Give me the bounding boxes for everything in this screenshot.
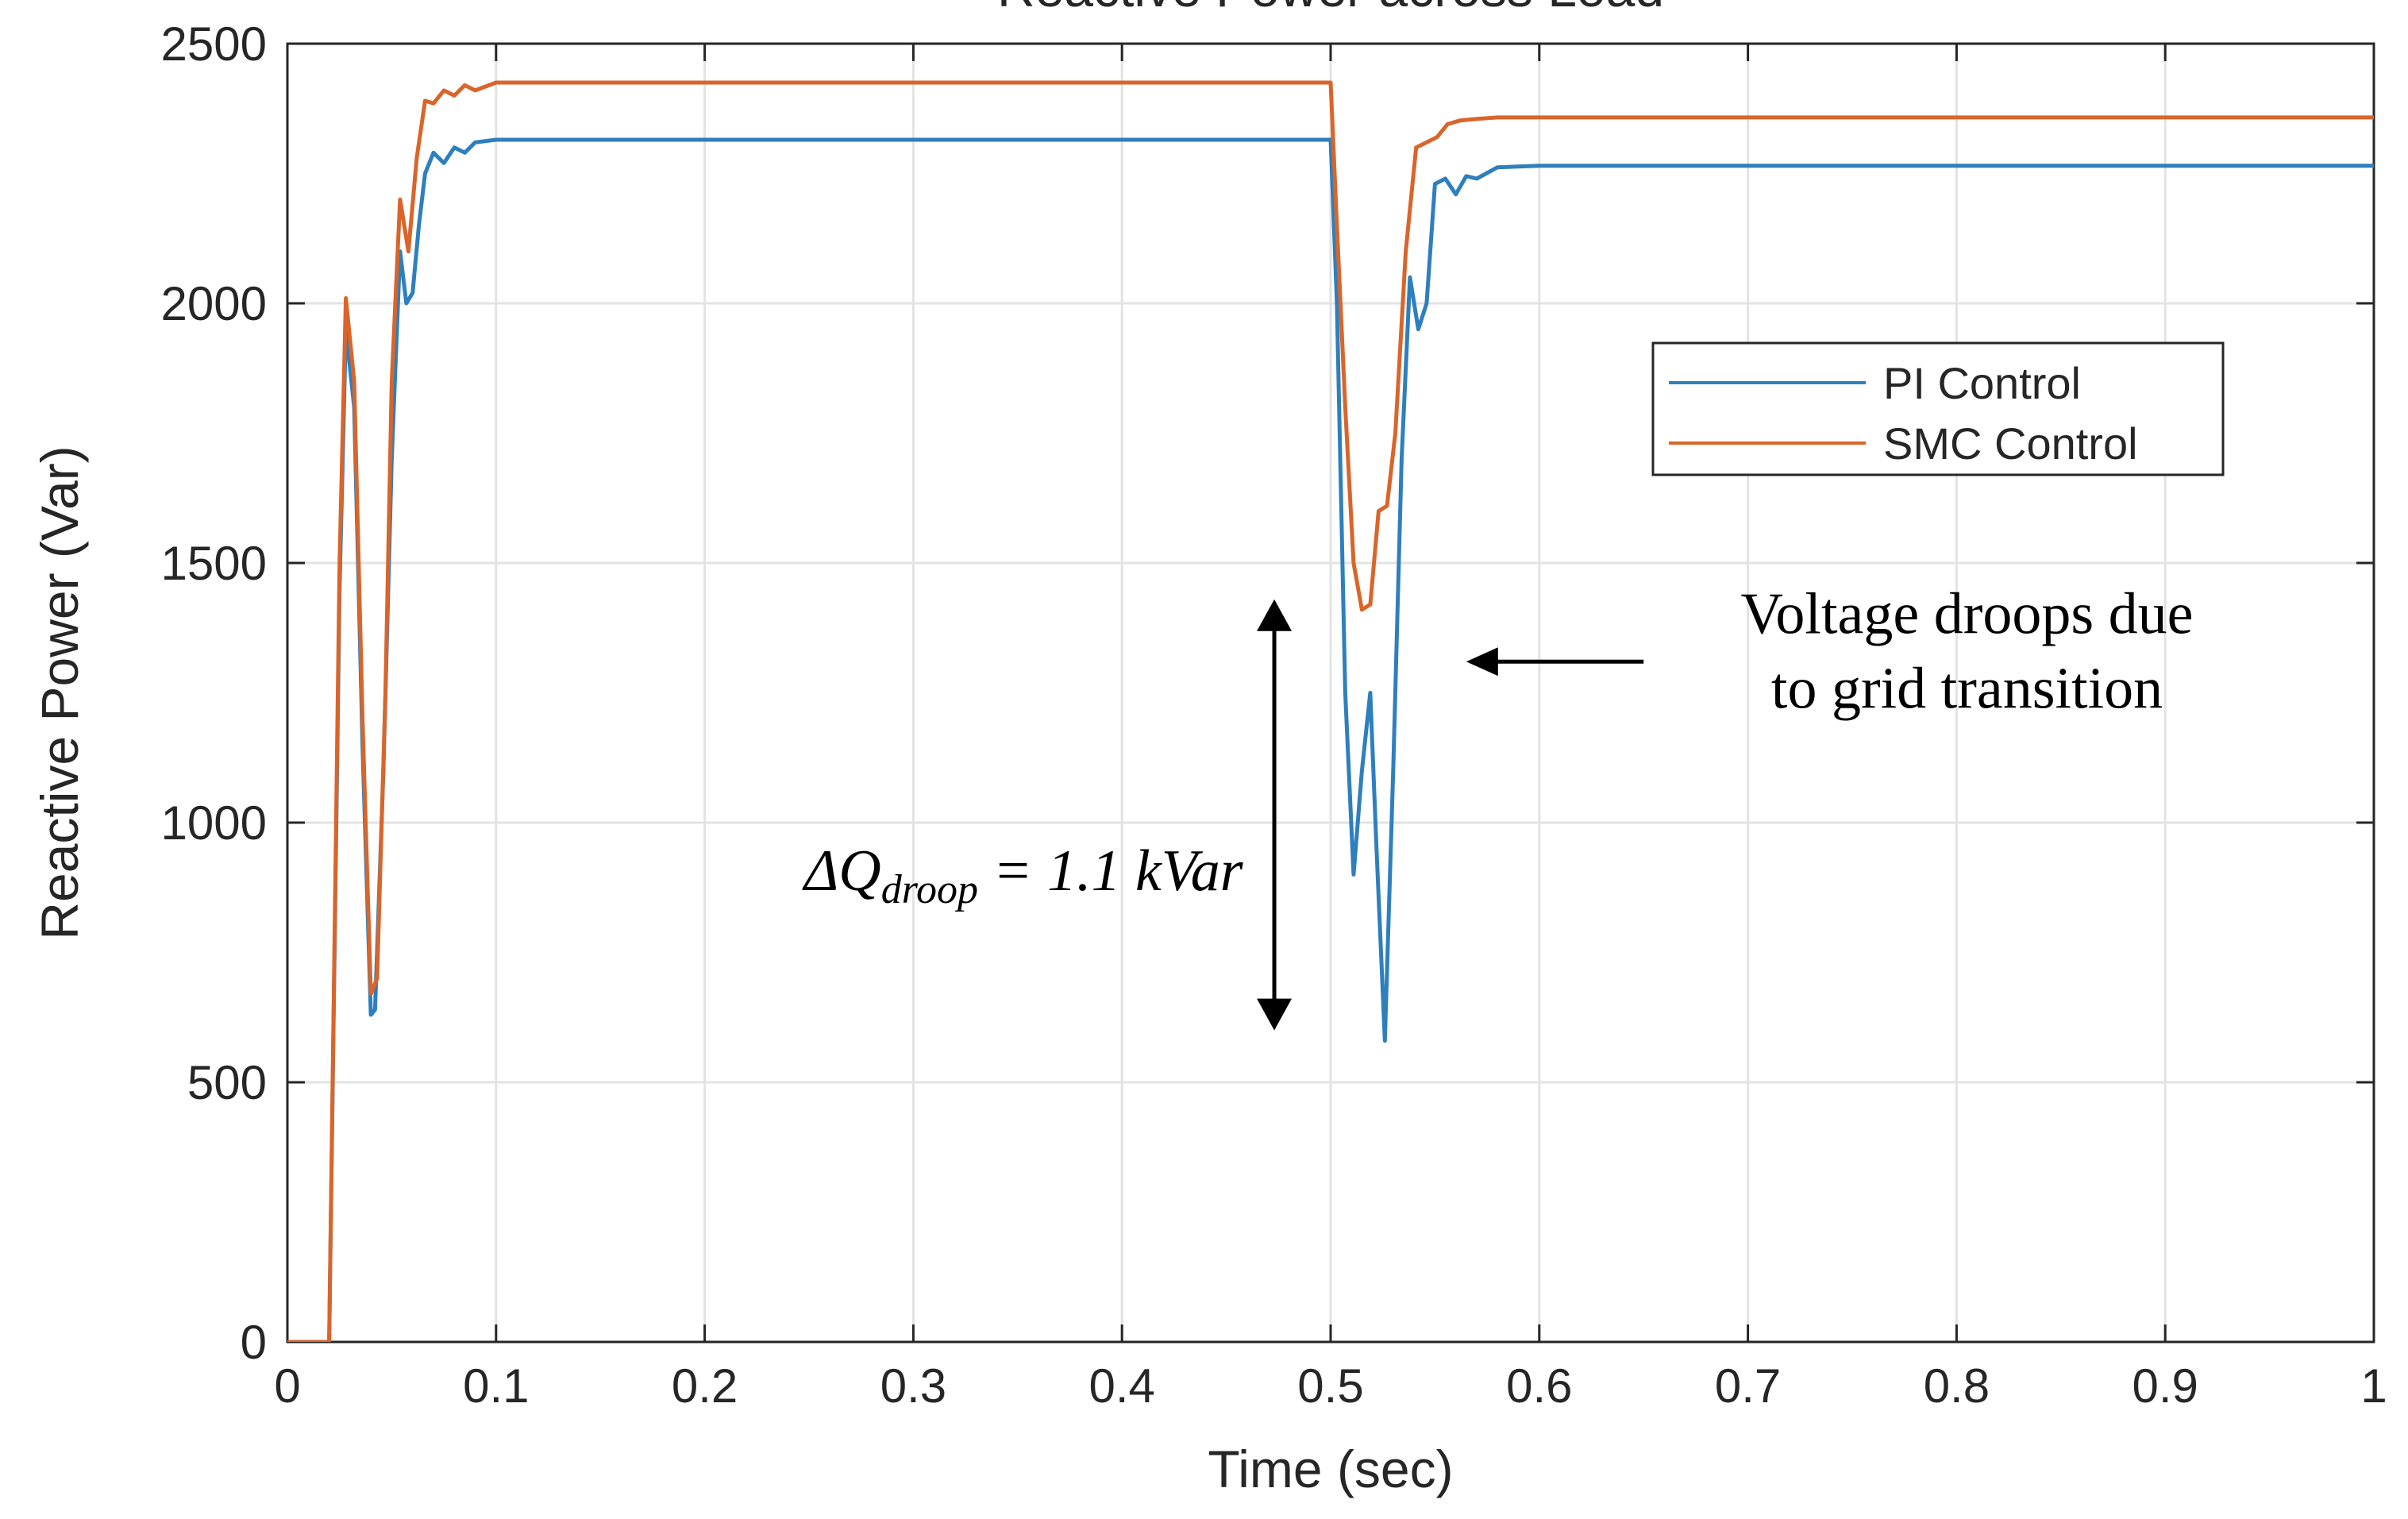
y-axis-label: Reactive Power (Var) <box>30 445 89 939</box>
x-tick-label-2: 0.2 <box>672 1359 738 1413</box>
x-tick-label-8: 0.8 <box>1924 1359 1990 1413</box>
y-tick-label-5: 2500 <box>161 17 267 71</box>
x-tick-label-1: 0.1 <box>463 1359 529 1413</box>
y-tick-label-4: 2000 <box>161 277 267 330</box>
legend-label-pi-control: PI Control <box>1883 358 2081 408</box>
voltage-droop-annotation: Voltage droops due to grid transition <box>1466 581 2194 721</box>
legend-label-smc-control: SMC Control <box>1883 418 2138 468</box>
y-tick-label-2: 1000 <box>161 796 267 850</box>
droop-delta-annotation: ΔQdroop = 1.1 kVar <box>802 599 1293 1031</box>
x-tick-label-4: 0.4 <box>1088 1359 1154 1413</box>
series-layer <box>287 80 2374 1342</box>
arrow-down-icon <box>1257 998 1293 1031</box>
x-tick-label-5: 0.5 <box>1297 1359 1363 1413</box>
x-tick-label-6: 0.6 <box>1506 1359 1572 1413</box>
y-tick-label-1: 500 <box>187 1056 267 1109</box>
x-tick-label-7: 0.7 <box>1715 1359 1781 1413</box>
x-tick-labels: 0 0.1 0.2 0.3 0.4 0.5 0.6 0.7 0.8 0.9 1 <box>274 1359 2387 1413</box>
x-tick-label-3: 0.3 <box>880 1359 946 1413</box>
series-line-smc <box>287 80 2374 1342</box>
x-axis-label: Time (sec) <box>1208 1440 1453 1498</box>
arrow-up-icon <box>1257 599 1293 631</box>
x-tick-label-9: 0.9 <box>2132 1359 2198 1413</box>
tick-marks <box>286 42 2375 1344</box>
note-text-line-1: Voltage droops due <box>1741 581 2194 646</box>
legend: PI Control SMC Control <box>1651 341 2225 476</box>
note-text-line-2: to grid transition <box>1771 656 2163 721</box>
arrow-left-icon <box>1466 647 1498 677</box>
droop-delta-label: ΔQdroop = 1.1 kVar <box>802 839 1244 912</box>
y-tick-label-3: 1500 <box>161 537 267 590</box>
legend-box <box>1651 341 2225 476</box>
y-tick-label-0: 0 <box>241 1316 267 1369</box>
y-tick-labels: 0 500 1000 1500 2000 2500 <box>161 17 267 1369</box>
chart-title: Reactive Power across Load <box>997 0 1664 17</box>
x-tick-label-10: 1 <box>2360 1359 2387 1413</box>
x-tick-label-0: 0 <box>274 1359 300 1413</box>
series-line-pi <box>287 137 2374 1342</box>
